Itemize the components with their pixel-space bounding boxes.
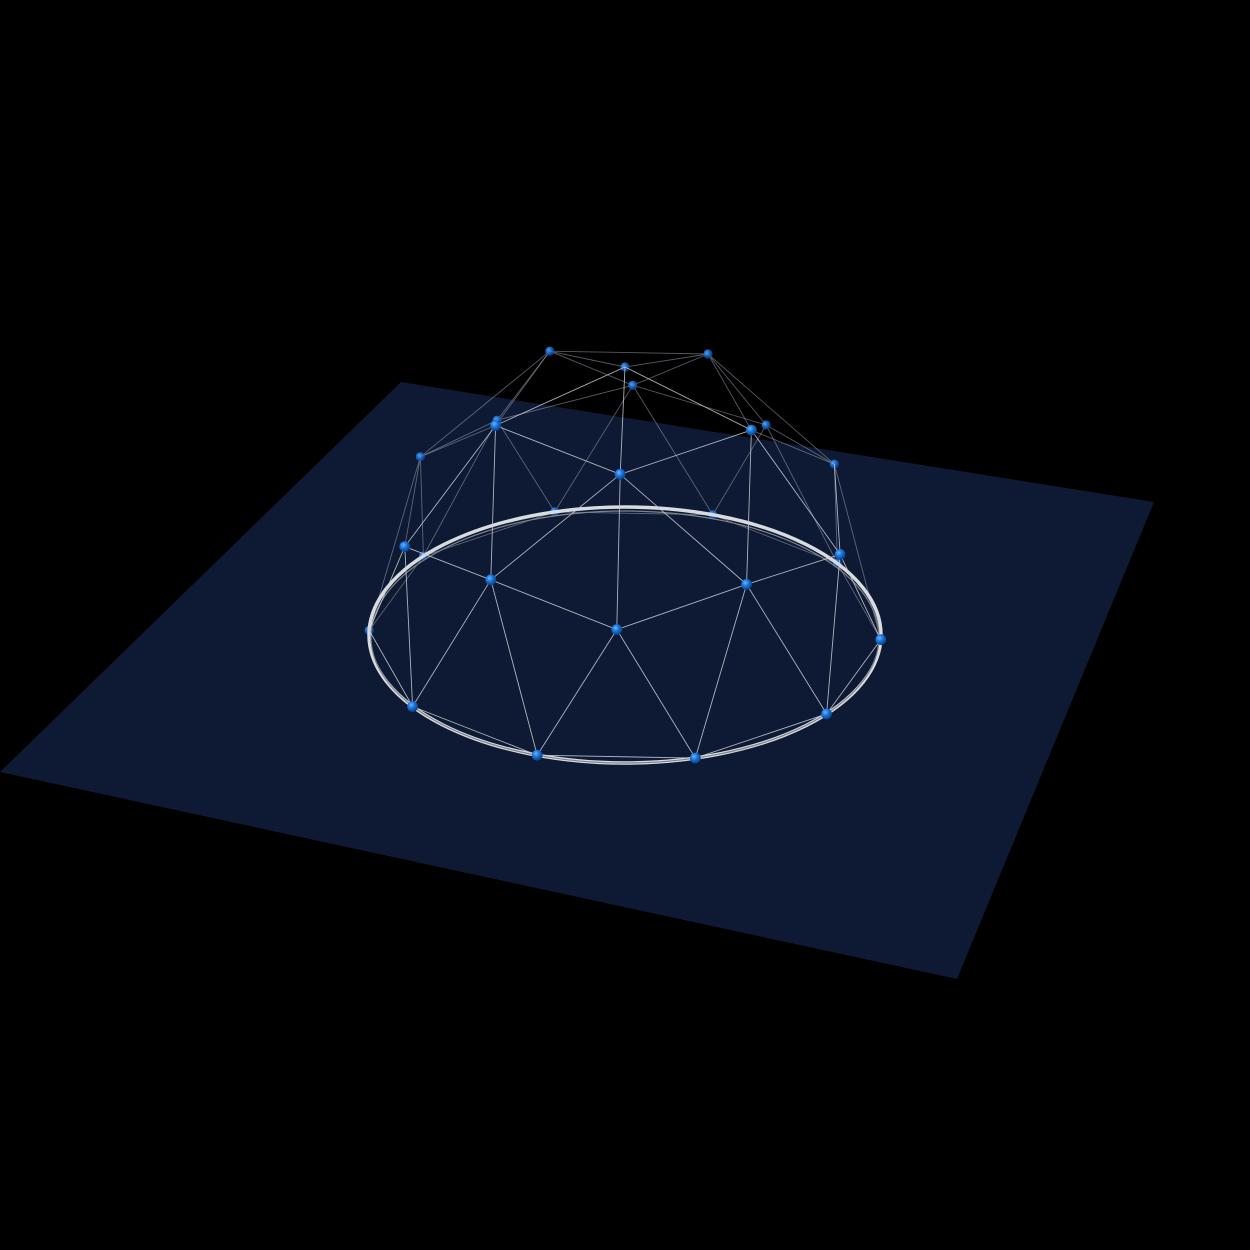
hub-node-15 bbox=[741, 579, 752, 590]
dome-front-nodes bbox=[399, 420, 887, 764]
strut-55 bbox=[833, 464, 838, 564]
strut-8 bbox=[490, 579, 617, 631]
hub-node-12 bbox=[490, 420, 501, 431]
strut-4 bbox=[490, 425, 497, 580]
strut-40 bbox=[490, 579, 538, 756]
hub-node-20 bbox=[545, 346, 555, 356]
strut-16 bbox=[707, 353, 752, 431]
strut-1 bbox=[495, 425, 621, 475]
hub-node-5 bbox=[611, 624, 623, 635]
strut-13 bbox=[751, 429, 841, 555]
strut-5 bbox=[404, 425, 496, 547]
strut-47 bbox=[423, 419, 498, 557]
dome-back-struts bbox=[368, 350, 882, 640]
strut-44 bbox=[412, 706, 538, 756]
strut-53 bbox=[632, 385, 714, 516]
hub-node-22 bbox=[689, 752, 701, 764]
strut-49 bbox=[368, 555, 424, 631]
strut-25 bbox=[632, 384, 767, 426]
strut-32 bbox=[420, 350, 551, 458]
hub-node-1 bbox=[834, 549, 846, 560]
strut-61 bbox=[368, 630, 413, 707]
strut-23 bbox=[549, 350, 709, 355]
hub-node-24 bbox=[407, 701, 418, 712]
strut-20 bbox=[707, 353, 767, 426]
strut-52 bbox=[712, 424, 767, 516]
hub-node-13 bbox=[485, 574, 497, 586]
strut-6 bbox=[616, 474, 621, 630]
dome-front-struts bbox=[368, 366, 882, 759]
strut-51 bbox=[496, 419, 556, 513]
hub-node-21 bbox=[415, 452, 425, 462]
strut-18 bbox=[833, 464, 841, 555]
hub-node-11 bbox=[399, 541, 411, 552]
hub-node-19 bbox=[628, 380, 638, 390]
strut-7 bbox=[490, 473, 621, 581]
strut-39 bbox=[695, 713, 827, 759]
hub-node-16 bbox=[746, 424, 757, 436]
strut-0 bbox=[495, 366, 626, 426]
strut-57 bbox=[839, 554, 882, 640]
strut-38 bbox=[694, 584, 748, 759]
strut-15 bbox=[746, 553, 841, 585]
strut-33 bbox=[420, 425, 496, 458]
strut-31 bbox=[420, 419, 498, 458]
hub-node-30 bbox=[875, 634, 887, 645]
strut-10 bbox=[624, 366, 752, 431]
strut-12 bbox=[619, 473, 747, 585]
strut-9 bbox=[620, 429, 752, 475]
strut-43 bbox=[412, 579, 492, 707]
strut-59 bbox=[837, 563, 882, 640]
strut-30 bbox=[495, 350, 551, 426]
strut-19 bbox=[751, 429, 835, 465]
strut-41 bbox=[536, 629, 618, 756]
strut-14 bbox=[746, 430, 752, 585]
strut-34 bbox=[404, 456, 421, 547]
strut-26 bbox=[632, 353, 709, 386]
strut-17 bbox=[624, 353, 709, 368]
ground-plane bbox=[0, 382, 1154, 979]
strut-56 bbox=[765, 424, 838, 564]
strut-50 bbox=[554, 385, 634, 513]
strut-35 bbox=[746, 584, 827, 715]
strut-60 bbox=[537, 754, 696, 759]
strut-2 bbox=[619, 366, 626, 475]
strut-11 bbox=[616, 583, 747, 631]
strut-46 bbox=[368, 546, 406, 631]
hub-node-18 bbox=[703, 349, 713, 359]
strut-36 bbox=[826, 554, 841, 714]
hub-node-23 bbox=[821, 708, 832, 720]
strut-37 bbox=[616, 629, 696, 759]
strut-64 bbox=[826, 639, 882, 715]
strut-48 bbox=[419, 456, 424, 557]
strut-3 bbox=[404, 546, 491, 581]
strut-42 bbox=[404, 546, 414, 707]
hub-node-25 bbox=[531, 749, 543, 761]
hub-node-14 bbox=[614, 468, 626, 480]
hub-node-7 bbox=[761, 420, 771, 430]
strut-24 bbox=[549, 350, 626, 368]
strut-28 bbox=[549, 350, 633, 386]
strut-21 bbox=[707, 353, 835, 465]
strut-22 bbox=[765, 424, 835, 465]
